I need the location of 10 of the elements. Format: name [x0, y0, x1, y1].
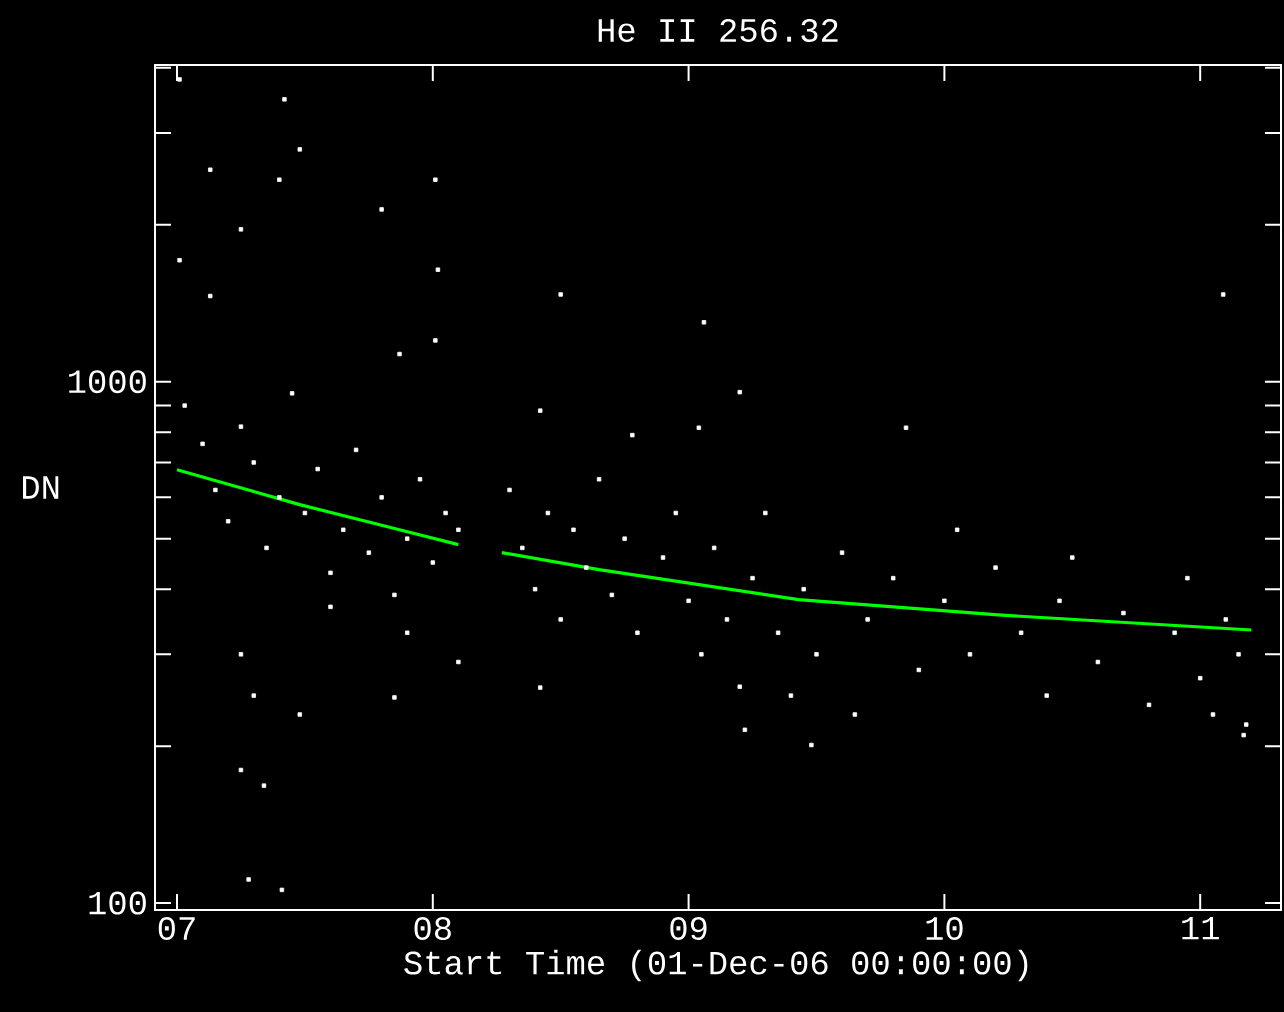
- y-axis-title: DN: [23, 476, 59, 499]
- x-tick-label: 07: [158, 917, 195, 941]
- x-tick-label: 08: [414, 917, 451, 941]
- x-tick-label: 11: [1182, 917, 1219, 940]
- y-tick-label: 1000: [69, 370, 146, 394]
- x-tick-label: 09: [670, 917, 707, 941]
- y-tick-label: 100: [89, 891, 146, 915]
- x-axis-title: Start Time (01-Dec-06 00:00:00): [404, 949, 1028, 982]
- x-tick-label: 10: [926, 917, 963, 941]
- chart-title: He II 256.32: [598, 19, 838, 42]
